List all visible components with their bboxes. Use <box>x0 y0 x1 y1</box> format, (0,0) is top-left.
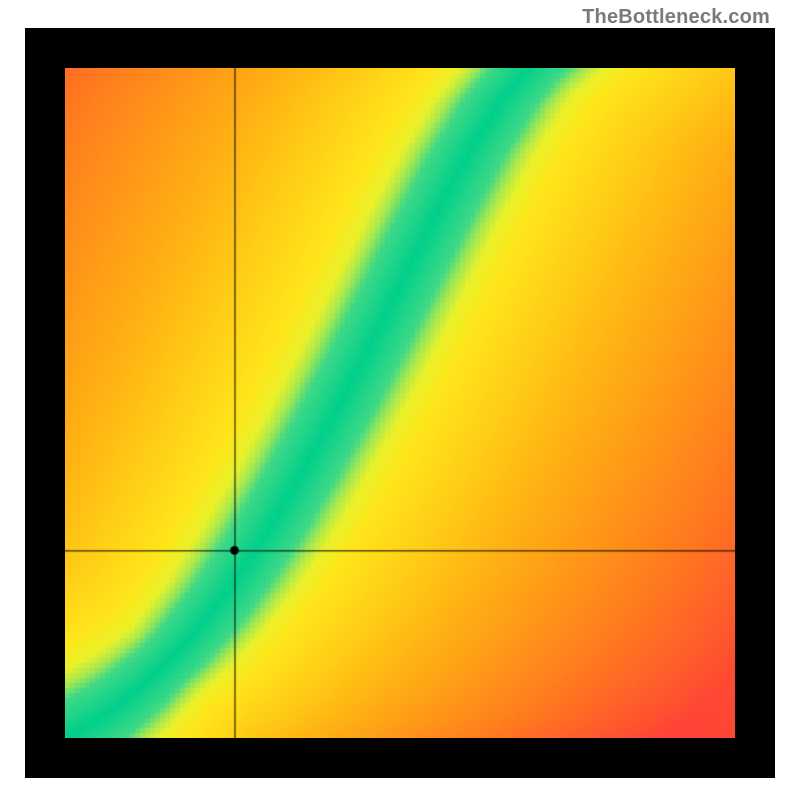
attribution-text: TheBottleneck.com <box>582 6 770 29</box>
bottleneck-heatmap <box>65 68 735 738</box>
plot-frame <box>25 28 775 778</box>
